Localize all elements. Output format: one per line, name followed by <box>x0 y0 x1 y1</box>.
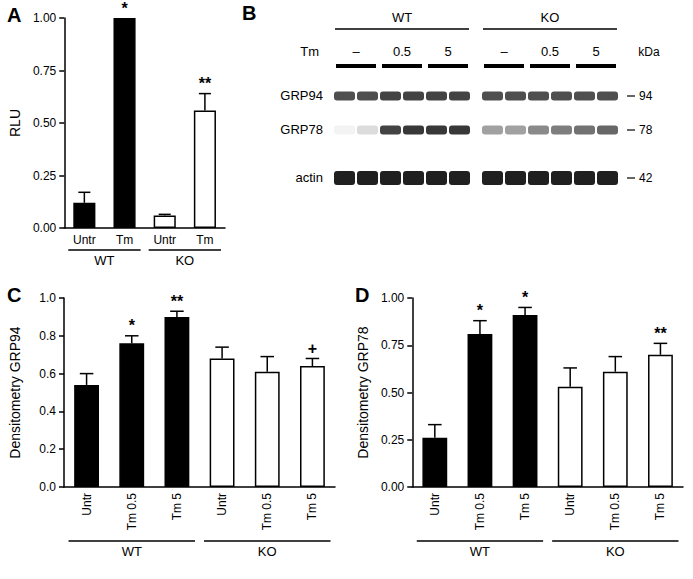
svg-text:0.50: 0.50 <box>33 116 57 130</box>
svg-text:C: C <box>7 284 21 306</box>
svg-text:**: ** <box>199 75 212 92</box>
svg-text:–: – <box>352 44 360 59</box>
svg-text:0.0: 0.0 <box>39 480 56 494</box>
svg-text:actin: actin <box>296 170 323 185</box>
svg-text:0.25: 0.25 <box>381 433 405 447</box>
svg-text:Tm: Tm <box>300 44 319 59</box>
svg-text:WT: WT <box>470 544 490 559</box>
svg-text:WT: WT <box>94 253 114 268</box>
svg-text:*: * <box>477 302 484 319</box>
svg-text:Tm 5: Tm 5 <box>305 493 319 521</box>
svg-text:78: 78 <box>639 123 653 137</box>
svg-text:A: A <box>7 4 21 26</box>
svg-text:Tm 5: Tm 5 <box>518 493 532 521</box>
svg-text:42: 42 <box>639 171 653 185</box>
svg-text:0.2: 0.2 <box>39 442 56 456</box>
svg-text:Densitometry GRP78: Densitometry GRP78 <box>355 326 371 458</box>
svg-text:**: ** <box>654 325 667 342</box>
svg-text:WT: WT <box>392 10 412 25</box>
svg-text:Densitometry GRP94: Densitometry GRP94 <box>7 326 23 458</box>
svg-text:Tm 0.5: Tm 0.5 <box>608 493 622 531</box>
svg-text:Untr: Untr <box>73 233 96 247</box>
svg-text:Tm: Tm <box>196 233 213 247</box>
svg-text:Tm 0.5: Tm 0.5 <box>125 493 139 531</box>
svg-text:–: – <box>500 44 508 59</box>
svg-text:0.5: 0.5 <box>541 44 559 59</box>
svg-text:KO: KO <box>606 544 625 559</box>
svg-text:Tm 0.5: Tm 0.5 <box>260 493 274 531</box>
svg-text:GRP78: GRP78 <box>280 122 323 137</box>
svg-text:KO: KO <box>258 544 277 559</box>
svg-text:D: D <box>355 284 369 306</box>
svg-text:kDa: kDa <box>638 45 660 59</box>
svg-text:GRP94: GRP94 <box>280 88 323 103</box>
svg-text:Untr: Untr <box>428 493 442 516</box>
svg-text:*: * <box>121 0 128 17</box>
svg-text:**: ** <box>171 293 184 310</box>
svg-text:Untr: Untr <box>215 493 229 516</box>
svg-text:0.75: 0.75 <box>33 64 57 78</box>
svg-text:Untr: Untr <box>563 493 577 516</box>
svg-text:KO: KO <box>541 10 560 25</box>
svg-text:0.75: 0.75 <box>381 338 405 352</box>
svg-text:Tm: Tm <box>116 233 133 247</box>
svg-text:KO: KO <box>175 253 194 268</box>
svg-text:Untr: Untr <box>153 233 176 247</box>
svg-text:0.50: 0.50 <box>381 386 405 400</box>
svg-text:Untr: Untr <box>80 493 94 516</box>
svg-text:0.6: 0.6 <box>39 367 56 381</box>
svg-text:B: B <box>242 2 256 24</box>
svg-text:Tm 5: Tm 5 <box>170 493 184 521</box>
svg-text:Tm 0.5: Tm 0.5 <box>473 493 487 531</box>
svg-text:1.00: 1.00 <box>33 11 57 25</box>
svg-text:*: * <box>129 317 136 334</box>
svg-text:0.5: 0.5 <box>393 44 411 59</box>
svg-text:94: 94 <box>639 89 653 103</box>
svg-text:0.25: 0.25 <box>33 169 57 183</box>
svg-text:1.00: 1.00 <box>381 291 405 305</box>
svg-text:0.8: 0.8 <box>39 329 56 343</box>
svg-text:Tm 5: Tm 5 <box>653 493 667 521</box>
svg-text:*: * <box>522 289 529 306</box>
svg-text:+: + <box>308 340 317 357</box>
svg-text:5: 5 <box>444 44 451 59</box>
svg-text:0.00: 0.00 <box>381 480 405 494</box>
svg-text:5: 5 <box>592 44 599 59</box>
svg-text:WT: WT <box>122 544 142 559</box>
svg-text:0.00: 0.00 <box>33 221 57 235</box>
svg-text:1.0: 1.0 <box>39 291 56 305</box>
svg-text:RLU: RLU <box>7 109 23 137</box>
svg-text:0.4: 0.4 <box>39 404 56 418</box>
